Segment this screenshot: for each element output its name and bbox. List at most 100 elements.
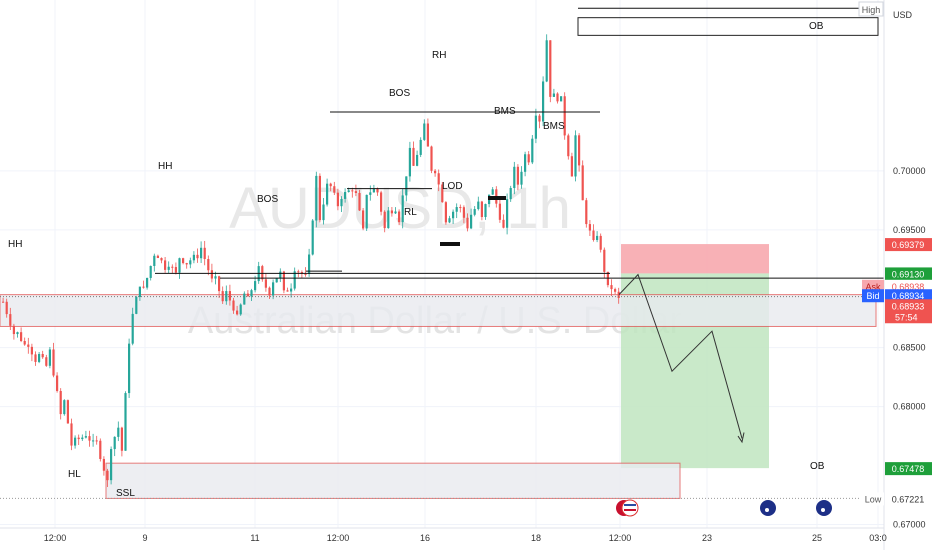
badge-ask: 0.68938 xyxy=(892,282,925,292)
candle-body xyxy=(340,198,343,207)
candle-body xyxy=(128,343,131,394)
label-hh-left: HH xyxy=(8,239,22,250)
candle-body xyxy=(178,258,181,273)
au-us-flag-icon[interactable] xyxy=(616,499,639,517)
candle-body xyxy=(588,224,591,231)
candle-body xyxy=(9,314,12,326)
candle-body xyxy=(484,204,487,218)
label-ob-top: OB xyxy=(809,21,824,32)
candle-body xyxy=(376,188,379,193)
candle-body xyxy=(390,210,393,214)
candle-body xyxy=(358,192,361,211)
candle-body xyxy=(203,247,206,260)
candle-body xyxy=(232,300,235,311)
x-tick-label: 11 xyxy=(250,533,259,543)
candle-body xyxy=(149,265,152,278)
candle-body xyxy=(99,440,102,459)
au-flag-icon-2[interactable] xyxy=(816,500,832,516)
candle-body xyxy=(365,194,368,229)
candle-body xyxy=(124,393,127,451)
candle-body xyxy=(214,276,217,279)
candle-body xyxy=(448,218,451,223)
au-flag-icon[interactable] xyxy=(760,500,776,516)
badge-low: 0.67221 xyxy=(892,494,925,504)
candle-body xyxy=(92,440,95,442)
badge-bid-bg xyxy=(885,289,932,303)
candle-body xyxy=(77,437,80,440)
event-flags[interactable] xyxy=(616,499,832,517)
candle-body xyxy=(16,332,19,335)
candle-body xyxy=(239,304,242,315)
x-tick-label: 25 xyxy=(812,533,822,543)
candle-body xyxy=(304,273,307,275)
candle-body xyxy=(513,166,516,188)
badge-stop: 0.69379 xyxy=(892,240,925,250)
y-tick-label: 0.68500 xyxy=(893,343,926,353)
currency-label: USD xyxy=(893,10,913,20)
demand-zone xyxy=(0,294,877,327)
candle-body xyxy=(311,220,314,255)
zones-layer xyxy=(0,17,879,499)
candle-body xyxy=(326,183,329,205)
candle-body xyxy=(131,313,134,344)
candle-body xyxy=(268,287,271,296)
candle-body xyxy=(610,285,613,290)
candle-body xyxy=(189,260,192,265)
candle-body xyxy=(56,375,59,391)
candle-body xyxy=(228,291,231,301)
label-ob-bottom: OB xyxy=(810,461,825,472)
candle-body xyxy=(408,147,411,177)
price-axis[interactable]: USD 0.70000 0.69500 0.68500 0.68000 0.67000 xyxy=(883,0,926,550)
candle-body xyxy=(405,176,408,196)
candle-body xyxy=(59,390,62,415)
y-tick-label: 0.67000 xyxy=(893,519,926,529)
candle-body xyxy=(387,210,390,229)
candle-body xyxy=(369,192,372,195)
label-bos-2: BOS xyxy=(389,88,410,99)
candle-body xyxy=(322,204,325,221)
candle-body xyxy=(498,203,501,220)
projection-path xyxy=(618,273,743,439)
candle-body xyxy=(135,297,138,314)
badge-stop-bg xyxy=(885,238,932,252)
candle-body xyxy=(524,154,527,172)
candle-body xyxy=(95,440,98,442)
label-high: High xyxy=(862,5,881,15)
candle-body xyxy=(210,270,213,279)
drawings-layer xyxy=(0,7,884,499)
candle-body xyxy=(603,249,606,272)
badge-level: 0.69130 xyxy=(892,269,925,279)
badge-tp: 0.67478 xyxy=(892,464,925,474)
candle-body xyxy=(336,192,339,207)
candle-body xyxy=(329,183,332,187)
candle-body xyxy=(27,344,30,347)
candle-body xyxy=(102,458,105,471)
candle-body xyxy=(556,93,559,102)
x-tick-label: 12:00 xyxy=(44,533,67,543)
x-tick-label: 12:00 xyxy=(327,533,350,543)
candle-body xyxy=(20,332,23,341)
candle-body xyxy=(423,123,426,140)
label-rh: RH xyxy=(432,50,446,61)
candle-body xyxy=(45,357,48,366)
candle-body xyxy=(254,281,257,291)
candle-body xyxy=(308,254,311,275)
x-tick-label: 18 xyxy=(531,533,541,543)
x-tick-label: 12:00 xyxy=(609,533,632,543)
x-tick-label: 03:0 xyxy=(869,533,887,543)
candle-body xyxy=(66,400,69,424)
candle-body xyxy=(70,423,73,446)
time-axis[interactable]: 12:00 9 11 12:00 16 18 12:00 23 25 03:0 xyxy=(0,527,887,543)
candle-body xyxy=(113,436,116,450)
candle-body xyxy=(84,436,87,438)
candle-body xyxy=(441,184,444,203)
candle-body xyxy=(437,173,440,185)
badge-level-bg xyxy=(885,267,932,281)
annotation-layer: HH HH BOS BOS RH RL LOD BMS BMS HL SSL O… xyxy=(8,1,884,499)
candle-body xyxy=(236,310,239,315)
candle-body xyxy=(171,266,174,268)
candle-body xyxy=(261,266,264,280)
candle-body xyxy=(23,340,26,345)
